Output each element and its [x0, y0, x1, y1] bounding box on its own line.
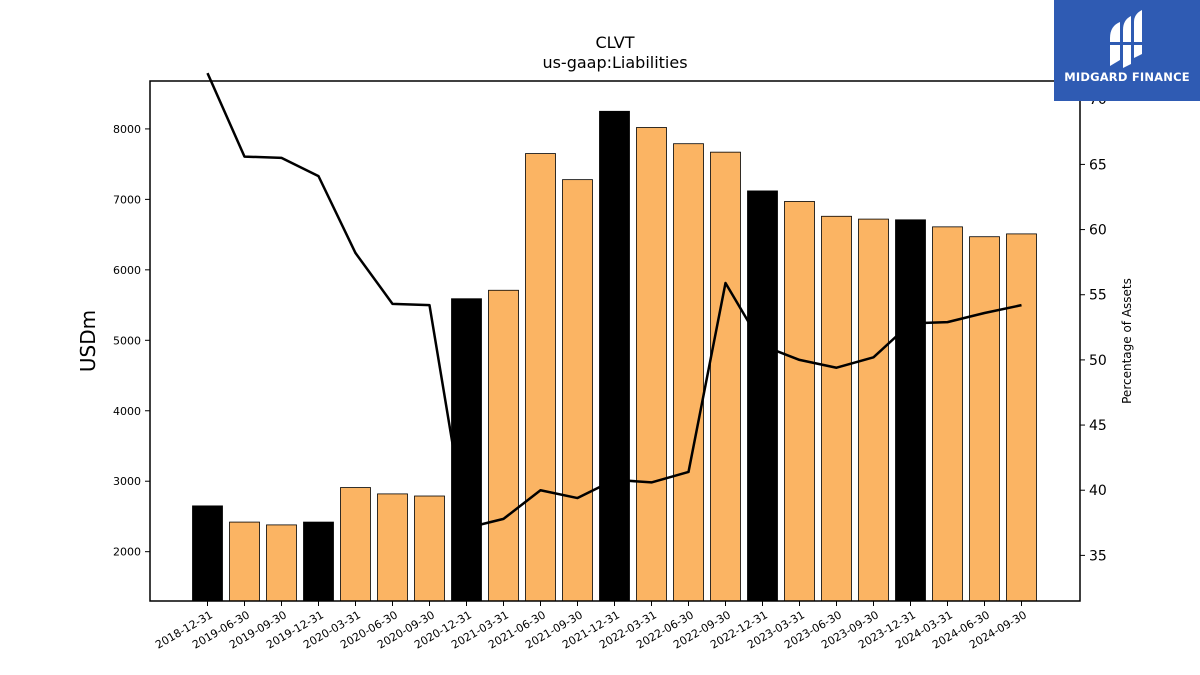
y-tick-label: 5000	[113, 334, 141, 347]
y-tick-label: 3000	[113, 475, 141, 488]
bar	[229, 521, 260, 602]
chart-subtitle: us-gaap:Liabilities	[542, 53, 687, 72]
bar	[747, 190, 778, 602]
y2-tick-label: 65	[1089, 157, 1107, 173]
bar	[488, 289, 519, 602]
bar	[932, 226, 963, 602]
bar	[673, 143, 704, 602]
y2-tick-label: 35	[1089, 548, 1107, 564]
y2-tick-label: 50	[1089, 353, 1107, 369]
line-group	[206, 72, 1022, 530]
y-tick-label: 7000	[113, 193, 141, 206]
bar	[636, 127, 667, 602]
y-tick-label: 6000	[113, 264, 141, 277]
y2-tick-label: 55	[1089, 288, 1107, 304]
bars-group	[192, 110, 1037, 602]
y-axis-label: USDm	[76, 310, 100, 372]
bar	[414, 495, 445, 602]
bar	[784, 201, 815, 602]
bar	[710, 151, 741, 602]
y2-tick-label: 40	[1089, 483, 1107, 499]
y2-tick-label: 60	[1089, 223, 1107, 239]
bar	[969, 236, 1000, 602]
brand-name: MIDGARD FINANCE	[1064, 70, 1190, 84]
brand-mark-icon	[1106, 10, 1146, 68]
bar	[599, 110, 630, 602]
bar	[821, 215, 852, 602]
y-tick-label: 4000	[113, 405, 141, 418]
y2-tick-label: 45	[1089, 418, 1107, 434]
y-tick-label: 8000	[113, 123, 141, 136]
y2-axis-label: Percentage of Assets	[1120, 278, 1134, 404]
bar	[303, 521, 334, 602]
chart-title: CLVT	[595, 33, 634, 52]
bar	[525, 153, 556, 602]
brand-logo: MIDGARD FINANCE	[1054, 0, 1200, 101]
bar	[562, 179, 593, 602]
bar	[192, 505, 223, 602]
bar	[340, 487, 371, 602]
bar	[377, 493, 408, 602]
bar	[266, 524, 297, 602]
bar	[1006, 233, 1037, 602]
percentage-line	[206, 72, 1022, 530]
y-tick-label: 2000	[113, 546, 141, 559]
bar	[858, 218, 889, 602]
bar	[451, 298, 482, 602]
bar	[895, 219, 926, 602]
